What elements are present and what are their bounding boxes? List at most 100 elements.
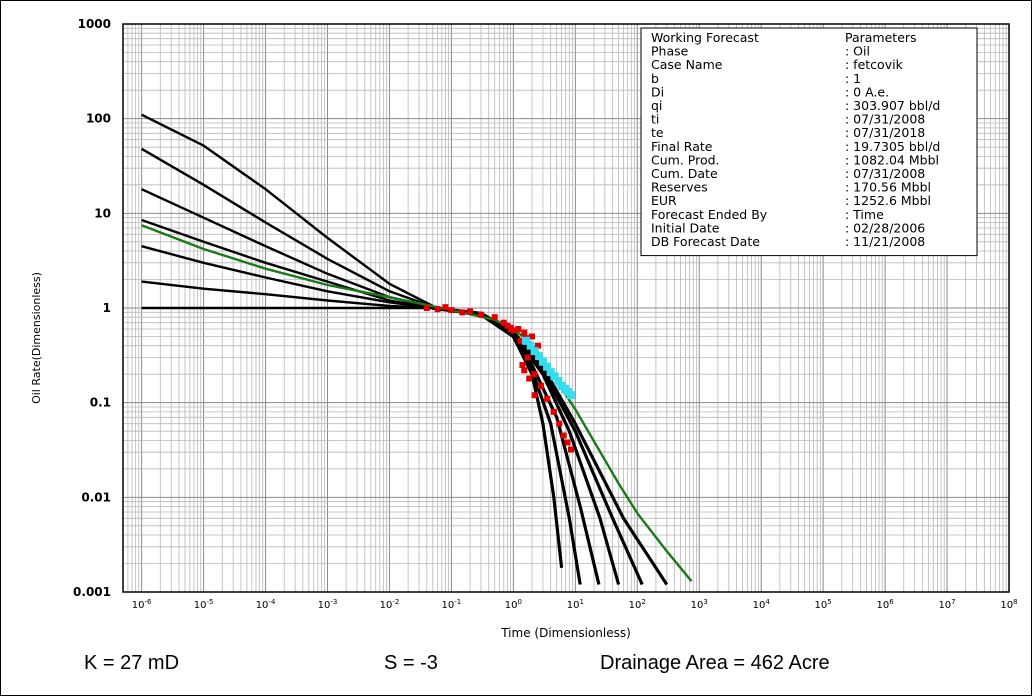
y-axis: 1000 100 10 1 0.1 0.01 0.001 [73, 17, 111, 599]
parameter-value: : Time [845, 207, 884, 222]
parameters-box-bg [640, 27, 978, 257]
parameter-value: : 1 [845, 71, 861, 86]
y-tick-label: 0.1 [90, 396, 111, 410]
x-tick-label: 105 [815, 598, 832, 611]
red-data-point [517, 337, 524, 344]
parameter-value: : 1252.6 Mbbl [845, 193, 931, 208]
cyan-data-point [538, 357, 547, 366]
x-tick-label: 100 [505, 598, 522, 611]
red-data-point [500, 319, 507, 326]
drainage-area-label: Drainage Area = 462 Acre [600, 652, 830, 674]
x-tick-label: 107 [938, 598, 955, 611]
red-data-point [531, 371, 538, 378]
cyan-data-point [535, 352, 544, 361]
cyan-data-point [543, 362, 552, 371]
cyan-data-point [566, 391, 575, 400]
parameter-value: : 11/21/2008 [845, 234, 925, 249]
red-data-point [423, 305, 430, 311]
parameter-value: : 07/31/2018 [845, 125, 925, 140]
x-tick-label: 102 [629, 598, 646, 611]
parameter-value: : 19.7305 bbl/d [845, 139, 940, 154]
red-data-point [467, 308, 474, 315]
x-tick-label: 103 [691, 598, 708, 611]
parameter-value: : 1082.04 Mbbl [845, 152, 939, 167]
x-axis: 10-6 10-5 10-4 10-3 10-2 10-1 100 101 102 103 104 1… [132, 598, 1018, 611]
parameter-label: Reserves [651, 180, 708, 195]
x-tick-label: 104 [753, 598, 771, 611]
parameter-value: : Oil [845, 44, 870, 59]
type-curve-early [141, 113, 434, 308]
skin-label: S = -3 [384, 652, 438, 674]
parameter-value: : 170.56 Mbbl [845, 180, 931, 195]
parameter-label: Cum. Prod. [651, 152, 720, 167]
parameter-label: Forecast Ended By [651, 207, 768, 222]
red-data-point [515, 326, 522, 333]
red-data-point [434, 306, 441, 313]
red-data-point [519, 361, 526, 368]
parameter-label: Initial Date [651, 220, 720, 235]
type-curve-early [141, 280, 433, 310]
type-curve-late [432, 306, 564, 568]
red-data-point [531, 392, 538, 399]
red-data-point [524, 354, 531, 361]
red-data-point [556, 420, 563, 427]
red-data-point [560, 432, 567, 439]
x-tick-label: 108 [1000, 598, 1017, 611]
parameters-box: Working Forecast Parameters Phase: Oil Case… [640, 27, 978, 257]
type-curve-early [141, 218, 434, 310]
parameter-label: Phase [651, 44, 689, 59]
red-data-point [521, 329, 528, 336]
x-tick-label: 106 [876, 598, 894, 611]
cyan-data-point [554, 376, 563, 385]
x-tick-label: 10-5 [194, 598, 214, 611]
parameter-value: : 07/31/2008 [845, 112, 925, 127]
type-curve-early [140, 147, 434, 308]
y-tick-label: 10 [94, 206, 111, 220]
parameter-label: Di [651, 84, 664, 99]
cyan-data-point [550, 372, 559, 381]
parameter-value: : 303.907 bbl/d [845, 98, 940, 113]
parameter-value: Parameters [845, 30, 917, 45]
red-data-point [529, 333, 536, 340]
parameter-value: : fetcovik [845, 57, 904, 72]
red-data-point [491, 314, 498, 321]
parameter-label: Cum. Date [651, 166, 718, 181]
x-tick-label: 10-4 [256, 598, 276, 611]
x-tick-label: 10-6 [132, 598, 152, 611]
red-data-point [504, 322, 511, 329]
x-tick-label: 10-2 [380, 598, 400, 611]
x-tick-label: 10-1 [442, 598, 462, 611]
red-data-point [442, 304, 449, 311]
parameter-value: : 0 A.e. [845, 84, 889, 99]
x-tick-label: 101 [567, 598, 584, 611]
cyan-data-point [522, 336, 531, 345]
red-data-point [448, 307, 455, 314]
type-curve-late [432, 306, 669, 586]
red-data-point [507, 326, 514, 333]
x-tick-label: 10-3 [318, 598, 338, 611]
parameter-value: : 02/28/2006 [845, 220, 925, 235]
y-axis-label: Oil Rate(Dimensionless) [30, 272, 43, 404]
y-tick-label: 1 [103, 301, 111, 315]
parameter-value: : 07/31/2008 [845, 166, 925, 181]
red-data-point [550, 408, 557, 415]
plot-area [122, 23, 1010, 593]
red-data-point [567, 446, 574, 453]
red-data-point [477, 311, 484, 318]
y-tick-label: 1000 [78, 17, 111, 31]
parameter-label: EUR [651, 193, 677, 208]
red-data-point [544, 395, 551, 402]
red-data-point [521, 367, 528, 374]
red-data-point [564, 439, 571, 446]
parameter-label: DB Forecast Date [651, 234, 760, 249]
red-data-point [535, 342, 542, 349]
y-tick-label: 0.01 [81, 490, 111, 504]
type-curve-early [141, 245, 433, 310]
y-tick-label: 100 [86, 112, 111, 126]
red-data-point [526, 375, 533, 382]
cyan-data-point [526, 341, 535, 350]
permeability-label: K = 27 mD [84, 652, 180, 674]
parameter-label: Working Forecast [651, 30, 759, 45]
